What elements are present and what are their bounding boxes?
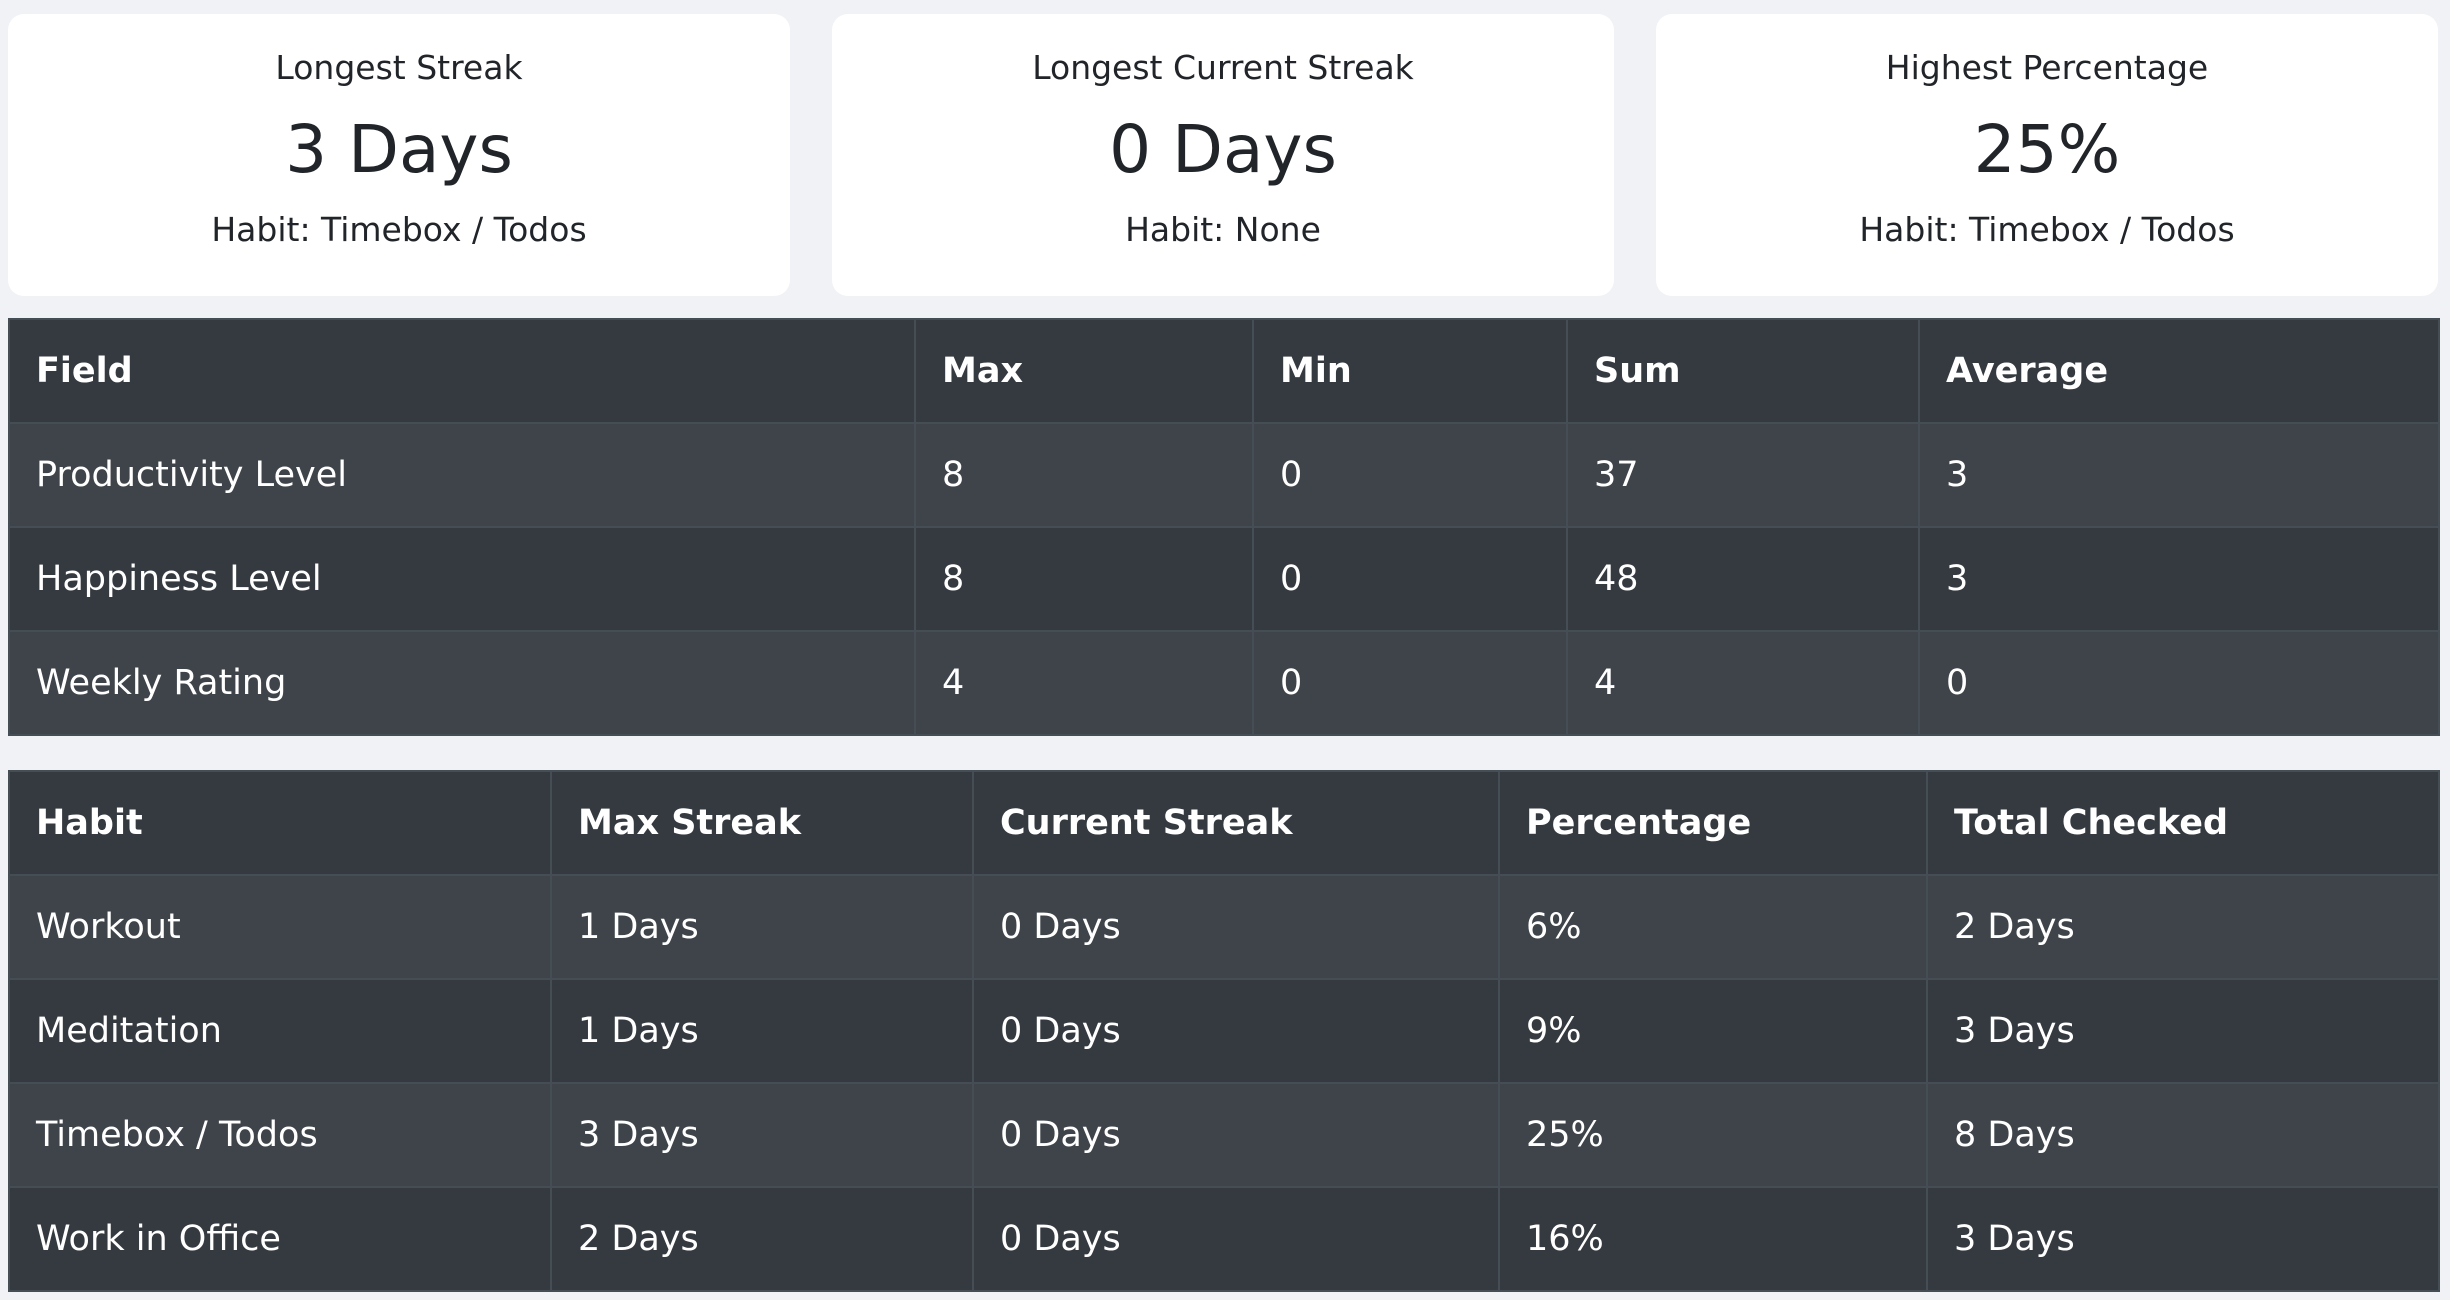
total-checked-cell: 3 Days — [1926, 1186, 2440, 1292]
highest-percentage-card: Highest Percentage 25% Habit: Timebox / … — [1656, 14, 2438, 296]
current-streak-cell: 0 Days — [972, 874, 1500, 980]
min-cell: 0 — [1252, 422, 1568, 528]
table-row: Timebox / Todos 3 Days 0 Days 25% 8 Days — [8, 1082, 2440, 1188]
percentage-cell: 16% — [1498, 1186, 1928, 1292]
field-cell: Productivity Level — [8, 422, 916, 528]
current-streak-cell: 0 Days — [972, 1082, 1500, 1188]
table-row: Meditation 1 Days 0 Days 9% 3 Days — [8, 978, 2440, 1084]
max-cell: 8 — [914, 422, 1254, 528]
column-header-average[interactable]: Average — [1918, 318, 2440, 424]
field-stats-table: Field Max Min Sum Average Productivity L… — [8, 318, 2440, 736]
card-title: Longest Current Streak — [1032, 48, 1414, 87]
habit-stats-table: Habit Max Streak Current Streak Percenta… — [8, 770, 2440, 1292]
column-header-sum[interactable]: Sum — [1566, 318, 1920, 424]
table-row: Workout 1 Days 0 Days 6% 2 Days — [8, 874, 2440, 980]
habit-cell: Meditation — [8, 978, 552, 1084]
max-streak-cell: 2 Days — [550, 1186, 974, 1292]
column-header-field[interactable]: Field — [8, 318, 916, 424]
habit-cell: Workout — [8, 874, 552, 980]
field-cell: Weekly Rating — [8, 630, 916, 736]
sum-cell: 48 — [1566, 526, 1920, 632]
max-streak-cell: 1 Days — [550, 874, 974, 980]
card-title: Longest Streak — [275, 48, 523, 87]
total-checked-cell: 3 Days — [1926, 978, 2440, 1084]
table-header-row: Field Max Min Sum Average — [8, 318, 2440, 424]
column-header-max-streak[interactable]: Max Streak — [550, 770, 974, 876]
percentage-cell: 25% — [1498, 1082, 1928, 1188]
card-habit: Habit: Timebox / Todos — [1859, 210, 2235, 249]
table-row: Happiness Level 8 0 48 3 — [8, 526, 2440, 632]
max-cell: 4 — [914, 630, 1254, 736]
field-cell: Happiness Level — [8, 526, 916, 632]
column-header-habit[interactable]: Habit — [8, 770, 552, 876]
sum-cell: 4 — [1566, 630, 1920, 736]
sum-cell: 37 — [1566, 422, 1920, 528]
current-streak-cell: 0 Days — [972, 1186, 1500, 1292]
percentage-cell: 9% — [1498, 978, 1928, 1084]
table-row: Work in Office 2 Days 0 Days 16% 3 Days — [8, 1186, 2440, 1292]
table-row: Productivity Level 8 0 37 3 — [8, 422, 2440, 528]
column-header-max[interactable]: Max — [914, 318, 1254, 424]
min-cell: 0 — [1252, 526, 1568, 632]
longest-current-streak-card: Longest Current Streak 0 Days Habit: Non… — [832, 14, 1614, 296]
column-header-current-streak[interactable]: Current Streak — [972, 770, 1500, 876]
card-habit: Habit: Timebox / Todos — [211, 210, 587, 249]
max-streak-cell: 3 Days — [550, 1082, 974, 1188]
min-cell: 0 — [1252, 630, 1568, 736]
column-header-percentage[interactable]: Percentage — [1498, 770, 1928, 876]
column-header-total-checked[interactable]: Total Checked — [1926, 770, 2440, 876]
table-row: Weekly Rating 4 0 4 0 — [8, 630, 2440, 736]
summary-cards: Longest Streak 3 Days Habit: Timebox / T… — [8, 14, 2438, 296]
habit-cell: Timebox / Todos — [8, 1082, 552, 1188]
average-cell: 3 — [1918, 422, 2440, 528]
longest-streak-card: Longest Streak 3 Days Habit: Timebox / T… — [8, 14, 790, 296]
table-header-row: Habit Max Streak Current Streak Percenta… — [8, 770, 2440, 876]
card-title: Highest Percentage — [1885, 48, 2209, 87]
average-cell: 0 — [1918, 630, 2440, 736]
column-header-min[interactable]: Min — [1252, 318, 1568, 424]
max-streak-cell: 1 Days — [550, 978, 974, 1084]
habit-cell: Work in Office — [8, 1186, 552, 1292]
max-cell: 8 — [914, 526, 1254, 632]
percentage-cell: 6% — [1498, 874, 1928, 980]
total-checked-cell: 8 Days — [1926, 1082, 2440, 1188]
card-value: 25% — [1973, 111, 2121, 188]
total-checked-cell: 2 Days — [1926, 874, 2440, 980]
card-habit: Habit: None — [1125, 210, 1321, 249]
current-streak-cell: 0 Days — [972, 978, 1500, 1084]
card-value: 0 Days — [1109, 111, 1337, 188]
card-value: 3 Days — [285, 111, 513, 188]
average-cell: 3 — [1918, 526, 2440, 632]
